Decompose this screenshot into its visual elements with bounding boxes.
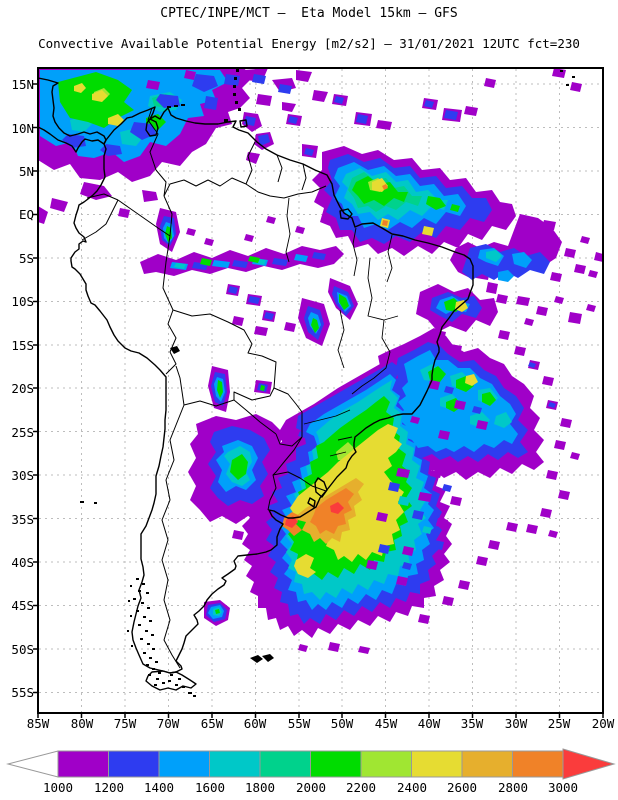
lagoa-mirim bbox=[307, 497, 316, 508]
legend-box bbox=[108, 750, 160, 778]
lon-tick-label: 30W bbox=[504, 716, 528, 731]
central-america-coastline bbox=[39, 77, 107, 153]
country-borders bbox=[81, 107, 399, 669]
legend-box bbox=[411, 750, 463, 778]
lon-tick-label: 45W bbox=[374, 716, 398, 731]
trinidad-island bbox=[239, 119, 248, 128]
lagoa-dos-patos bbox=[314, 477, 328, 498]
lon-tick-label: 40W bbox=[417, 716, 441, 731]
map-subtitle: Convective Available Potential Energy [m… bbox=[38, 36, 580, 51]
map-title: CPTEC/INPE/MCT – Eta Model 15km – GFS bbox=[160, 6, 458, 21]
lat-tick-label: 25S bbox=[11, 425, 34, 440]
legend-tick-label: 2200 bbox=[345, 780, 377, 795]
lat-tick-label: 10N bbox=[11, 121, 34, 136]
lon-tick-label: 50W bbox=[330, 716, 354, 731]
legend-box bbox=[57, 750, 109, 778]
patagonia-fjord-speckles bbox=[127, 578, 196, 697]
legend-tick-label: 1600 bbox=[194, 780, 226, 795]
legend-tick-label: 2800 bbox=[497, 780, 529, 795]
legend-box bbox=[512, 750, 564, 778]
lon-tick-label: 75W bbox=[113, 716, 137, 731]
lat-tick-label: 5S bbox=[18, 251, 34, 266]
lat-tick-label: 50S bbox=[11, 642, 34, 657]
legend-overflow-arrow bbox=[562, 748, 616, 780]
legend-box bbox=[310, 750, 362, 778]
falkland-islands bbox=[250, 654, 274, 663]
legend-tick-label: 1800 bbox=[244, 780, 276, 795]
legend-tick-label: 2600 bbox=[446, 780, 478, 795]
lon-tick-label: 85W bbox=[26, 716, 50, 731]
lon-tick-label: 20W bbox=[591, 716, 615, 731]
coastlines bbox=[39, 77, 474, 691]
lat-tick-label: 10S bbox=[11, 294, 34, 309]
brazil-state-borders bbox=[285, 197, 399, 457]
lat-tick-label: 15N bbox=[11, 77, 34, 92]
legend-tick-label: 2400 bbox=[396, 780, 428, 795]
map-frame bbox=[37, 67, 604, 714]
legend-box bbox=[158, 750, 210, 778]
legend-tick-label: 1200 bbox=[93, 780, 125, 795]
legend-tick-label: 3000 bbox=[547, 780, 579, 795]
legend-tick-label: 2000 bbox=[295, 780, 327, 795]
lake-maracaibo bbox=[145, 118, 159, 137]
legend-box bbox=[360, 750, 412, 778]
tierra-del-fuego bbox=[145, 670, 197, 691]
lon-tick-label: 55W bbox=[287, 716, 311, 731]
legend-box bbox=[209, 750, 261, 778]
lon-tick-label: 70W bbox=[156, 716, 180, 731]
color-scale-bar bbox=[6, 748, 616, 780]
lon-tick-label: 25W bbox=[547, 716, 571, 731]
lon-tick-label: 60W bbox=[243, 716, 267, 731]
legend-underflow-arrow bbox=[6, 750, 59, 778]
lat-tick-label: 5N bbox=[18, 164, 34, 179]
lon-tick-label: 65W bbox=[200, 716, 224, 731]
lat-tick-label: 40S bbox=[11, 555, 34, 570]
lat-tick-label: 45S bbox=[11, 598, 34, 613]
lon-tick-label: 35W bbox=[460, 716, 484, 731]
legend-box bbox=[259, 750, 311, 778]
legend-tick-label: 1000 bbox=[42, 780, 74, 795]
lat-tick-label: 20S bbox=[11, 381, 34, 396]
lat-tick-label: 30S bbox=[11, 468, 34, 483]
legend-box bbox=[461, 750, 513, 778]
lat-tick-label: 55S bbox=[11, 685, 34, 700]
map-canvas bbox=[33, 67, 604, 718]
marajo-island bbox=[339, 208, 353, 220]
lat-tick-label: 15S bbox=[11, 338, 34, 353]
legend-tick-label: 1400 bbox=[143, 780, 175, 795]
lake-titicaca bbox=[170, 346, 180, 354]
island-specks bbox=[80, 69, 575, 697]
lat-tick-label: EQ bbox=[18, 207, 34, 222]
field-mottle bbox=[62, 70, 488, 586]
cape-field bbox=[39, 69, 602, 654]
lon-tick-label: 80W bbox=[70, 716, 94, 731]
lat-tick-label: 35S bbox=[11, 512, 34, 527]
